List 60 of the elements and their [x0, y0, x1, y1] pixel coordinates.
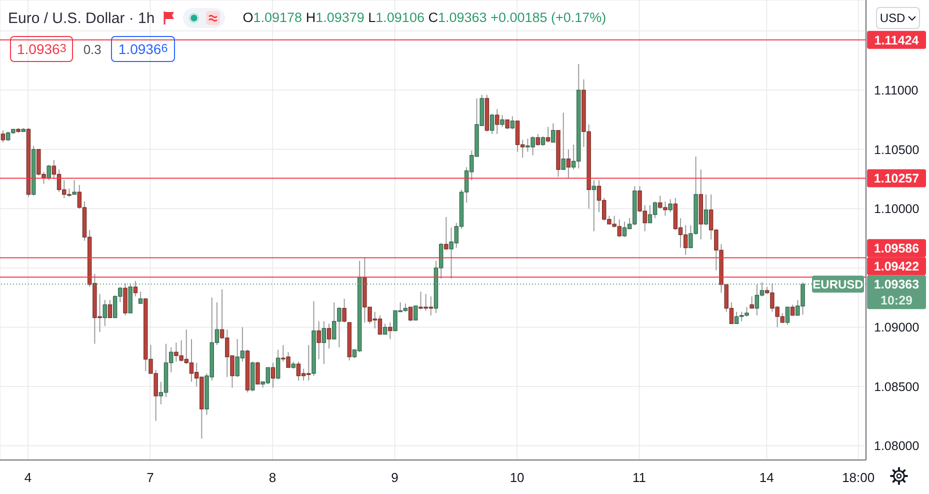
- candlestick: [382, 323, 388, 335]
- candlestick: [72, 180, 76, 195]
- candlestick: [668, 198, 672, 213]
- candlestick: [546, 126, 550, 143]
- legend-label: 1.09422: [874, 260, 920, 274]
- text: Euro / U.S. Dollar · 1h: [8, 10, 155, 26]
- candlestick: [133, 280, 138, 297]
- ref-line-label: 1.10257: [874, 172, 920, 186]
- candlestick: [750, 296, 754, 309]
- candlestick: [408, 306, 413, 322]
- ref-line-label: 1.11424: [874, 33, 919, 48]
- y-tick-label: 1.11000: [874, 84, 918, 98]
- candlestick: [536, 133, 540, 146]
- candlestick: [561, 112, 566, 170]
- ref-line-label: 1.09363: [874, 278, 920, 292]
- y-tick-label: 1.10000: [874, 202, 920, 216]
- candlestick: [108, 299, 112, 318]
- text: O1.09178 H1.09379 L1.09106 C1.09363 +0.00185 (+0.17%): [242, 10, 606, 25]
- candlestick: [322, 320, 326, 364]
- candlestick: [388, 322, 392, 340]
- candlestick: [270, 362, 276, 388]
- annotation: 0.3: [83, 42, 102, 56]
- candlestick: [444, 216, 448, 251]
- candlestick: [490, 113, 494, 134]
- candlestick: [46, 164, 51, 181]
- ref-line-label: 1.09586: [874, 242, 920, 256]
- candlestick: [500, 114, 504, 128]
- candlestick: [316, 320, 321, 360]
- currency-dropdown: USD: [876, 7, 920, 29]
- candlestick: [790, 304, 795, 316]
- x-tick-label: 7: [146, 470, 154, 485]
- y-tick-label: 1.10500: [874, 142, 920, 157]
- candlestick: [505, 119, 510, 130]
- y-tick-label: 1.09000: [874, 320, 920, 335]
- y-tick-label: 1.08000: [874, 439, 920, 454]
- candlestick: [785, 306, 790, 326]
- candlestick: [540, 136, 546, 146]
- candlestick: [566, 148, 571, 178]
- x-tick-label: 14: [759, 470, 774, 485]
- candlestick: [0, 130, 6, 143]
- x-tick-label: 9: [391, 470, 398, 485]
- x-tick-label: 18:00: [842, 470, 875, 485]
- candlestick: [592, 180, 596, 232]
- candlestick: [342, 298, 346, 323]
- candlestick: [138, 291, 143, 304]
- x-tick-label: 11: [632, 470, 646, 485]
- x-tick-label: 10: [510, 470, 524, 485]
- candlestick: [704, 194, 708, 226]
- x-tick-label: 4: [24, 470, 32, 485]
- candlestick: [414, 306, 418, 320]
- y-tick-label: 1.08500: [874, 380, 920, 394]
- text: 10:29: [880, 294, 913, 308]
- x-tick-label: 8: [268, 470, 276, 485]
- candlestick: [326, 323, 332, 350]
- candlestick: [510, 116, 515, 130]
- candlestick: [551, 122, 556, 143]
- candlestick: [102, 299, 107, 327]
- candlestick: [256, 361, 260, 385]
- candlestick: [495, 108, 500, 134]
- candlestick: [276, 349, 280, 380]
